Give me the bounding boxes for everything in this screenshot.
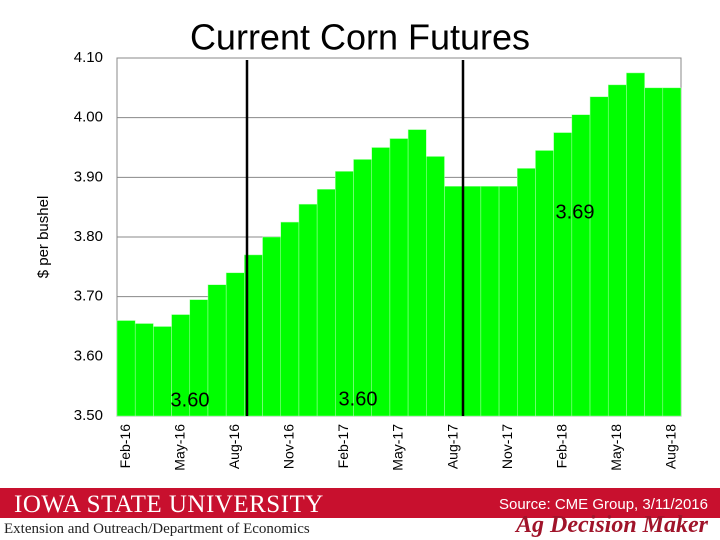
y-axis-label: $ per bushel bbox=[35, 196, 52, 279]
bar bbox=[280, 221, 300, 417]
x-tick-label: Feb-16 bbox=[117, 424, 133, 469]
y-tick-label: 3.60 bbox=[74, 347, 103, 364]
bar bbox=[298, 203, 318, 417]
x-tick-label: Nov-16 bbox=[281, 424, 297, 469]
x-tick-label: Aug-17 bbox=[444, 424, 460, 469]
x-tick-label: Feb-17 bbox=[335, 424, 351, 469]
department: Extension and Outreach/Department of Eco… bbox=[4, 521, 310, 537]
bar bbox=[535, 150, 554, 417]
bar bbox=[153, 326, 172, 417]
university: IOWA STATE UNIVERSITY bbox=[14, 491, 324, 518]
y-tick-label: 3.50 bbox=[74, 407, 103, 424]
bar bbox=[262, 236, 281, 417]
bar bbox=[644, 87, 664, 417]
y-tick-label: 4.10 bbox=[74, 49, 103, 66]
chart: Current Corn Futures $ per bushel 3.50 3.… bbox=[35, 17, 682, 471]
bar bbox=[626, 72, 645, 417]
x-tick-label: Aug-16 bbox=[226, 424, 242, 469]
bar bbox=[498, 186, 518, 417]
bar bbox=[407, 129, 427, 417]
bar bbox=[662, 87, 682, 417]
source: Source: CME Group, 3/11/2016 bbox=[498, 496, 708, 513]
x-tick-label: May-17 bbox=[390, 424, 406, 471]
bar bbox=[571, 114, 591, 417]
bar bbox=[462, 186, 482, 417]
y-tick-label: 3.80 bbox=[74, 228, 103, 245]
x-tick-label: Feb-18 bbox=[553, 424, 569, 469]
bar bbox=[316, 189, 336, 417]
annotation: 3.60 bbox=[171, 389, 210, 411]
chart-title: Current Corn Futures bbox=[190, 17, 530, 58]
bar bbox=[371, 147, 391, 417]
footer-lower: Extension and Outreach/Department of Eco… bbox=[0, 512, 720, 540]
bar bbox=[444, 186, 463, 417]
bar bbox=[426, 156, 445, 417]
x-tick-label: May-18 bbox=[608, 424, 624, 471]
bar bbox=[607, 84, 627, 417]
y-tick-label: 4.00 bbox=[74, 109, 103, 126]
y-tick-label: 3.90 bbox=[74, 168, 103, 185]
bar bbox=[480, 186, 500, 417]
x-tick-label: Nov-17 bbox=[499, 424, 515, 469]
bar bbox=[553, 132, 573, 417]
y-tick-label: 3.70 bbox=[74, 288, 103, 305]
bar bbox=[353, 159, 372, 417]
bar bbox=[589, 96, 609, 417]
footer-band: IOWA STATE UNIVERSITY Source: CME Group,… bbox=[0, 488, 720, 518]
bar bbox=[389, 138, 409, 417]
x-tick-label: May-16 bbox=[171, 424, 187, 471]
bar bbox=[225, 272, 245, 417]
bar bbox=[335, 171, 354, 417]
brand: Ag Decision Maker bbox=[516, 512, 708, 538]
bar bbox=[116, 320, 136, 417]
annotation: 3.60 bbox=[339, 388, 378, 410]
bar bbox=[207, 284, 227, 417]
x-tick-label: Aug-18 bbox=[663, 424, 679, 469]
bar bbox=[134, 323, 154, 417]
bar bbox=[517, 168, 536, 417]
annotation: 3.69 bbox=[556, 201, 595, 223]
